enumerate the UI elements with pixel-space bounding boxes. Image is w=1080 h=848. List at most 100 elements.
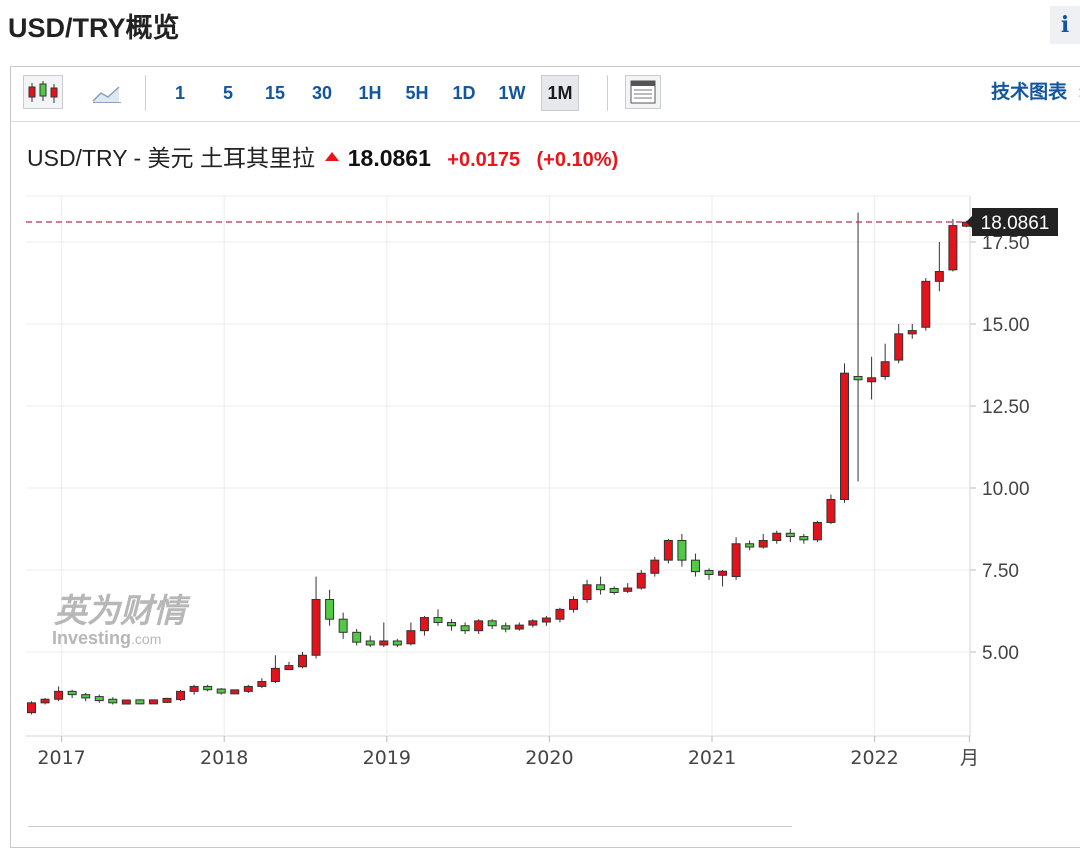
candle-down: [745, 540, 755, 551]
x-tick-label: 2018: [200, 747, 248, 769]
candle-up: [243, 684, 253, 693]
info-icon[interactable]: i: [1050, 6, 1080, 44]
candle-body: [216, 688, 226, 694]
candle-up: [907, 324, 917, 339]
x-tick-label: 2017: [37, 747, 85, 769]
candle-up: [189, 684, 199, 695]
candle-body: [704, 569, 714, 575]
toolbar-separator: [145, 75, 146, 111]
candle-down: [853, 212, 863, 482]
candle-up: [54, 686, 64, 702]
candle-down: [67, 689, 77, 698]
candle-up: [284, 661, 294, 671]
tech-chart-link[interactable]: 技术图表 »: [991, 75, 1080, 111]
candle-body: [325, 599, 335, 620]
candle-body: [541, 617, 551, 623]
candle-up: [298, 652, 307, 669]
candle-up: [880, 343, 890, 380]
timeframe-15[interactable]: 15: [264, 83, 286, 103]
candle-body: [934, 271, 944, 282]
timeframe-1h[interactable]: 1H: [358, 83, 382, 103]
x-tick-label: 2019: [363, 747, 411, 769]
candle-body: [501, 625, 511, 630]
candle-body: [474, 620, 484, 632]
candle-body: [406, 630, 416, 645]
area-chart-icon[interactable]: [87, 75, 127, 109]
x-tick-label: 2022: [850, 747, 898, 769]
tech-chart-label: 技术图表: [991, 82, 1068, 103]
chart-grid: [26, 195, 971, 737]
timeframe-1w[interactable]: 1W: [498, 83, 526, 103]
price-change: +0.0175: [447, 149, 521, 171]
y-tick-label: 12.50: [982, 397, 1030, 418]
candle-body: [812, 521, 822, 541]
chart-toolbar: 1 5 15 30 1H 5H 1D 1W 1M 技术图表 »: [11, 67, 1080, 122]
price-change-pct: (+0.10%): [536, 149, 619, 171]
candle-body: [121, 699, 131, 705]
candle-up: [826, 494, 836, 525]
candle-down: [352, 629, 362, 646]
candle-down: [365, 635, 375, 648]
candle-up: [176, 689, 186, 702]
candle-up: [419, 615, 429, 636]
data-table-icon[interactable]: [625, 75, 661, 109]
bottom-strip: [28, 826, 792, 832]
candle-up: [406, 622, 416, 646]
candle-body: [690, 559, 700, 573]
candle-body: [528, 620, 538, 626]
candle-body: [650, 559, 660, 574]
candle-body: [230, 689, 240, 695]
x-tick-label: 2021: [688, 747, 736, 769]
candle-body: [352, 631, 362, 643]
candle-up: [514, 622, 524, 631]
toolbar-separator: [607, 75, 608, 111]
last-price-tag-pointer: [966, 216, 972, 228]
price-chart[interactable]: 英为财情 Investing.com 17.5015.0012.5010.007…: [0, 0, 1080, 831]
candle-body: [636, 572, 646, 589]
last-price: 18.0861: [347, 145, 431, 171]
timeframe-5h[interactable]: 5H: [405, 83, 429, 103]
candle-body: [94, 696, 104, 702]
timeframe-1[interactable]: 1: [174, 83, 185, 103]
candle-body: [623, 587, 633, 592]
candle-body: [921, 280, 931, 328]
candle-up: [934, 242, 944, 292]
candle-down: [501, 622, 511, 633]
last-price-marker: 18.0861: [26, 208, 1058, 236]
timeframe-5[interactable]: 5: [222, 83, 233, 103]
candle-up: [894, 324, 904, 364]
y-tick-label: 5.00: [982, 643, 1019, 664]
timeframe-30[interactable]: 30: [311, 83, 333, 103]
candle-down: [433, 609, 443, 626]
candle-up: [772, 530, 782, 544]
candle-up: [162, 697, 172, 703]
candle-up: [148, 699, 158, 705]
candle-up: [758, 533, 768, 549]
candle-body: [298, 654, 307, 668]
candle-body: [81, 694, 91, 699]
candle-down: [203, 684, 213, 692]
candle-up: [636, 570, 646, 590]
candle-body: [582, 584, 592, 601]
timeframe-1d[interactable]: 1D: [452, 83, 476, 103]
candlestick-icon[interactable]: [23, 75, 63, 109]
candle-up: [270, 655, 280, 684]
candle-body: [338, 618, 348, 633]
candle-down: [609, 586, 619, 595]
y-tick-label: 7.50: [982, 561, 1019, 582]
candle-body: [419, 617, 429, 632]
candle-up: [379, 622, 389, 648]
candle-down: [690, 553, 700, 577]
candle-up: [555, 607, 565, 623]
timeframe-1m[interactable]: 1M: [541, 75, 579, 111]
candle-body: [162, 697, 172, 703]
candle-body: [907, 330, 917, 335]
candle-body: [379, 640, 389, 646]
arrow-up-icon: [325, 152, 340, 162]
candle-body: [840, 372, 849, 500]
candle-up: [623, 583, 633, 593]
candle-up: [840, 363, 849, 503]
candle-body: [460, 625, 470, 632]
candle-down: [596, 576, 606, 595]
x-tick-label: 2020: [525, 747, 573, 769]
